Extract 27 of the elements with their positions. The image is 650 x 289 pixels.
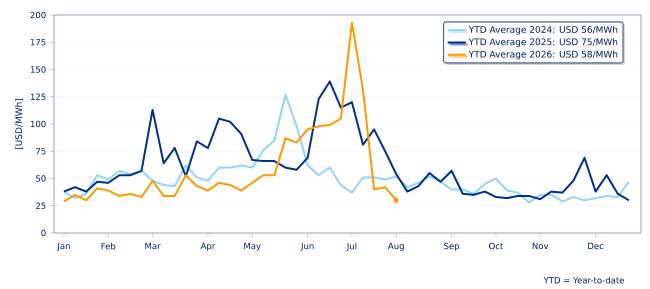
y-tick-label: 150 xyxy=(30,66,46,73)
legend-label: YTD Average 2025: USD 75/MWh xyxy=(468,38,618,47)
x-tick-label: Mar xyxy=(145,242,161,250)
x-tick-label: May xyxy=(244,242,261,251)
y-tick-label: 25 xyxy=(36,202,46,209)
x-tick-label: Jun xyxy=(300,242,314,251)
y-tick-label: 175 xyxy=(30,39,46,46)
y-tick-label: 0 xyxy=(41,230,46,236)
y-tick-label: 50 xyxy=(36,175,46,182)
x-tick-label: Sep xyxy=(444,242,460,251)
y-tick-label: 75 xyxy=(36,148,46,154)
legend-label: YTD Average 2026: USD 58/MWh xyxy=(468,50,618,60)
x-tick-label: Aug xyxy=(388,242,404,251)
legend-label: YTD Average 2024: USD 56/MWh xyxy=(468,26,618,35)
x-tick-label: Nov xyxy=(532,242,548,250)
y-tick-label: 125 xyxy=(30,94,46,100)
y-axis-title: [USD/MWh] xyxy=(15,98,24,150)
line-series xyxy=(62,22,398,202)
text: YTD = Year-to-date xyxy=(544,276,624,284)
x-tick-label: Oct xyxy=(489,242,504,250)
y-tick-label: 200 xyxy=(30,12,46,18)
y-tick-label: 100 xyxy=(30,120,46,128)
x-tick-label: Jul xyxy=(346,242,356,251)
x-tick-label: Feb xyxy=(102,242,116,250)
x-tick-label: Apr xyxy=(200,242,216,251)
x-tick-label: Jan xyxy=(56,242,70,251)
x-tick-label: Dec xyxy=(588,242,604,250)
